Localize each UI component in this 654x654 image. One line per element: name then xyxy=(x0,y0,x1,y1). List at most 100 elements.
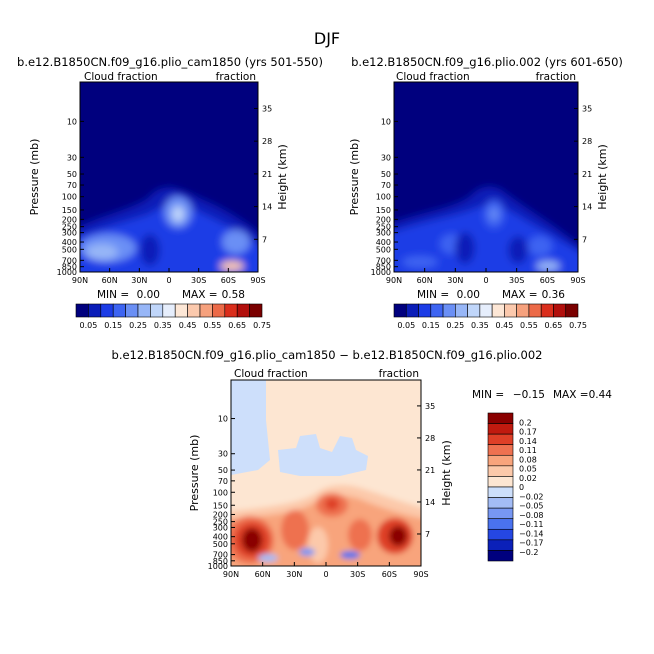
latitude-tick-label: 30N xyxy=(131,276,147,285)
colorbar-swatch xyxy=(405,303,419,318)
colorbar-swatch xyxy=(487,476,514,488)
panel-b-left-label: Cloud fraction xyxy=(396,71,470,83)
colorbar-swatch xyxy=(393,303,407,318)
panel-a-axes: 1030507010015020025030040050070085010003… xyxy=(57,104,273,285)
colorbar-label: −0.2 xyxy=(519,548,538,557)
panel-a-max-value: 0.58 xyxy=(222,289,245,301)
pressure-tick-label: 500 xyxy=(376,245,391,254)
panel-c-field xyxy=(231,380,421,566)
panel-a-right-label: fraction xyxy=(216,71,256,83)
pressure-tick-label: 10 xyxy=(218,415,228,424)
colorbar-label: 0.65 xyxy=(545,321,563,330)
colorbar-label: 0.08 xyxy=(519,455,537,464)
colorbar-label: 0.35 xyxy=(154,321,172,330)
latitude-tick-label: 30S xyxy=(191,276,206,285)
latitude-tick-label: 60S xyxy=(382,570,397,579)
height-tick-label: 14 xyxy=(425,498,435,507)
colorbar-swatch xyxy=(491,303,505,318)
latitude-tick-label: 90S xyxy=(570,276,585,285)
panel-a-max-label: MAX = xyxy=(182,289,218,301)
latitude-tick-label: 60S xyxy=(540,276,555,285)
colorbar-swatch xyxy=(487,444,514,456)
pressure-tick-label: 300 xyxy=(213,523,228,532)
latitude-tick-label: 90S xyxy=(413,570,428,579)
colorbar-swatch xyxy=(112,303,126,318)
panel-b-colorbar: 0.05 0.15 0.25 0.35 0.45 0.55 0.65 0.75 xyxy=(393,303,587,330)
colorbar-label: 0.17 xyxy=(519,428,537,437)
colorbar-swatch xyxy=(212,303,226,318)
pressure-tick-label: 1000 xyxy=(57,268,77,277)
latitude-tick-label: 90N xyxy=(72,276,88,285)
pressure-tick-label: 100 xyxy=(62,193,77,202)
colorbar-swatch xyxy=(442,303,456,318)
height-tick-label: 7 xyxy=(262,235,267,244)
pressure-tick-label: 10 xyxy=(67,117,77,126)
panel-b-right-label: fraction xyxy=(536,71,576,83)
latitude-tick-label: 30N xyxy=(447,276,463,285)
panel-c-colorbar: 0.20.170.140.110.080.050.020−0.02−0.05−0… xyxy=(487,412,544,562)
latitude-tick-label: 90S xyxy=(250,276,265,285)
pressure-tick-label: 50 xyxy=(381,170,391,179)
colorbar-label: 0.05 xyxy=(519,465,537,474)
pressure-tick-label: 250 xyxy=(213,518,228,527)
height-tick-label: 28 xyxy=(425,434,435,443)
colorbar-swatch xyxy=(553,303,567,318)
pressure-tick-label: 700 xyxy=(213,551,228,560)
colorbar-swatch xyxy=(467,303,481,318)
colorbar-swatch xyxy=(224,303,238,318)
pressure-tick-label: 50 xyxy=(67,170,77,179)
colorbar-swatch xyxy=(487,539,514,551)
colorbar-label: 0.15 xyxy=(422,321,440,330)
pressure-tick-label: 500 xyxy=(213,540,228,549)
pressure-tick-label: 1000 xyxy=(371,268,391,277)
colorbar-label: 0.05 xyxy=(79,321,97,330)
panel-b-max-label: MAX = xyxy=(502,289,538,301)
height-tick-label: 14 xyxy=(582,203,592,212)
height-tick-label: 7 xyxy=(425,530,430,539)
colorbar-label: 0 xyxy=(519,483,524,492)
pressure-tick-label: 150 xyxy=(213,501,228,510)
colorbar-label: 0.2 xyxy=(519,418,532,427)
pressure-tick-label: 300 xyxy=(376,229,391,238)
panel-a-ylabel-right: Height (km) xyxy=(276,144,289,210)
height-tick-label: 21 xyxy=(582,170,592,179)
height-tick-label: 28 xyxy=(582,137,592,146)
latitude-tick-label: 0 xyxy=(166,276,171,285)
colorbar-swatch xyxy=(487,465,514,477)
colorbar-swatch xyxy=(100,303,114,318)
panel-a-left-label: Cloud fraction xyxy=(84,71,158,83)
pressure-tick-label: 70 xyxy=(67,181,77,190)
panel-c-max-label: MAX = xyxy=(553,389,589,401)
panel-c-ylabel: Pressure (mb) xyxy=(188,435,201,512)
colorbar-label: −0.11 xyxy=(519,520,544,529)
pressure-tick-label: 250 xyxy=(376,223,391,232)
colorbar-label: 0.05 xyxy=(397,321,415,330)
panel-c: b.e12.B1850CN.f09_g16.plio_cam1850 − b.e… xyxy=(112,348,613,579)
latitude-tick-label: 60S xyxy=(221,276,236,285)
panel-c-right-label: fraction xyxy=(379,368,419,380)
panel-c-max-value: 0.44 xyxy=(589,389,613,401)
colorbar-label: −0.08 xyxy=(519,511,544,520)
panel-b-max-value: 0.36 xyxy=(542,289,566,301)
panel-c-min-value: −0.15 xyxy=(513,389,545,401)
height-tick-label: 21 xyxy=(262,170,272,179)
panel-b-min-value: 0.00 xyxy=(457,289,480,301)
colorbar-swatch xyxy=(88,303,102,318)
colorbar-swatch xyxy=(236,303,250,318)
colorbar-swatch xyxy=(150,303,164,318)
pressure-tick-label: 70 xyxy=(381,181,391,190)
colorbar-swatch xyxy=(174,303,188,318)
colorbar-swatch xyxy=(125,303,139,318)
panel-b-ylabel-right: Height (km) xyxy=(596,144,609,210)
height-tick-label: 35 xyxy=(425,402,435,411)
height-tick-label: 14 xyxy=(262,203,272,212)
colorbar-swatch xyxy=(540,303,554,318)
panel-b-min-label: MIN = xyxy=(417,289,449,301)
figure-title: DJF xyxy=(314,29,340,48)
pressure-tick-label: 150 xyxy=(376,206,391,215)
pressure-tick-label: 100 xyxy=(213,488,228,497)
panel-b-axes: 1030507010015020025030040050070085010003… xyxy=(371,104,593,285)
colorbar-swatch xyxy=(487,412,514,424)
pressure-tick-label: 700 xyxy=(62,256,77,265)
